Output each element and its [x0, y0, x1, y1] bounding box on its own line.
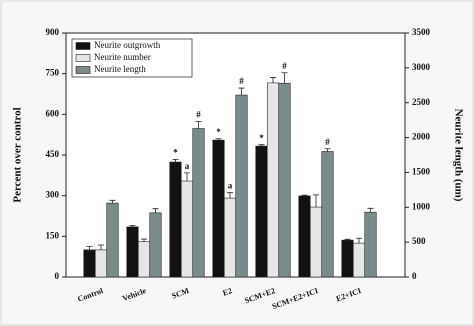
legend-swatch [75, 42, 91, 50]
bar [298, 195, 311, 278]
y2-tick-label: 0 [412, 271, 417, 281]
legend-label: Neurite length [94, 64, 146, 74]
annotation: * [173, 147, 178, 157]
y2-tick-label: 2000 [412, 132, 431, 142]
annotation: a [185, 161, 190, 171]
annotation: # [282, 61, 287, 71]
error-bar [238, 87, 245, 96]
y2-tick-label: 1000 [412, 201, 431, 211]
annotation: * [216, 127, 221, 137]
annotation: * [259, 133, 264, 143]
error-bar [215, 138, 222, 141]
bar [321, 151, 334, 278]
legend-swatch [75, 54, 91, 62]
bar [266, 82, 280, 278]
error-bar [367, 207, 374, 213]
bar [106, 202, 119, 278]
error-bar [184, 172, 190, 182]
y2-tick-label: 1500 [412, 166, 431, 176]
error-bar [313, 194, 319, 208]
error-bar [86, 246, 93, 250]
y-tick-label: 150 [46, 230, 60, 240]
bar [278, 82, 291, 278]
bar [364, 211, 377, 278]
error-bar [227, 192, 233, 199]
y2-tick-label: 500 [412, 236, 426, 246]
bar [352, 242, 366, 278]
bar [94, 249, 108, 278]
error-bar [195, 121, 202, 129]
error-bar [301, 194, 308, 196]
bar [341, 239, 354, 278]
x-tick-label: E2 [221, 286, 233, 298]
annotation: a [228, 181, 233, 191]
legend-label: Neurite outgrowth [94, 40, 161, 50]
error-bar [324, 148, 331, 152]
y-tick-label: 300 [46, 190, 60, 200]
y-tick-label: 450 [46, 149, 60, 159]
bar [169, 161, 182, 278]
error-bar [258, 144, 265, 147]
error-bar [152, 208, 159, 213]
bar [255, 145, 268, 278]
annotation: # [196, 110, 201, 120]
y2-axis-label: Neurite length (um) [452, 109, 464, 202]
legend-label: Neurite number [94, 52, 151, 62]
y-tick-label: 600 [46, 108, 60, 118]
bar [180, 180, 194, 278]
y-tick-label: 0 [55, 271, 60, 281]
y-tick-label: 750 [46, 68, 60, 78]
bar [83, 249, 96, 278]
bar [137, 241, 151, 278]
error-bar [109, 199, 116, 204]
annotation: # [239, 76, 244, 86]
error-bar [172, 158, 179, 163]
y-axis-label: Percent over control [12, 107, 24, 202]
error-bar [129, 225, 136, 227]
bar [212, 139, 225, 278]
bar [126, 226, 139, 278]
y-tick-label: 900 [46, 27, 60, 37]
error-bar [344, 238, 351, 241]
error-bar [98, 244, 104, 250]
legend-box [71, 38, 193, 78]
legend-swatch [75, 66, 91, 74]
error-bar [281, 72, 288, 84]
bar [223, 197, 237, 278]
y2-tick-label: 3500 [412, 27, 431, 37]
bar [235, 94, 248, 278]
bar [149, 212, 162, 278]
error-bar [141, 238, 147, 242]
bar [192, 128, 205, 278]
y2-tick-label: 3000 [412, 62, 431, 72]
annotation: # [325, 137, 330, 147]
error-bar [356, 237, 362, 244]
y2-tick-label: 2500 [412, 97, 431, 107]
error-bar [270, 77, 276, 83]
bar [309, 206, 323, 278]
